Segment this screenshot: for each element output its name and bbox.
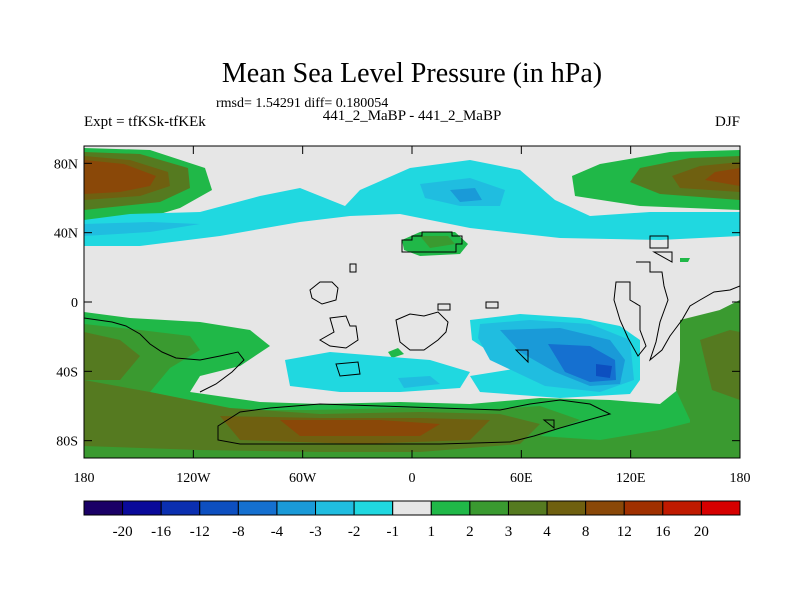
y-tick-label: 0 bbox=[71, 296, 78, 311]
x-tick-label: 60W bbox=[289, 471, 317, 486]
colorbar-label: -3 bbox=[309, 524, 322, 540]
season-label: DJF bbox=[715, 114, 740, 130]
y-tick-label: 80S bbox=[56, 435, 78, 450]
experiment-label: Expt = tfKSk-tfKEk bbox=[84, 114, 206, 130]
colorbar: -20 -16 -12 -8 -4 -3 -2 -1 1 2 3 4 8 12 16 20 bbox=[83, 500, 741, 540]
colorbar-label: 20 bbox=[694, 524, 709, 540]
y-axis: 80N 40N 0 40S 80S bbox=[54, 157, 740, 450]
colorbar-label: -2 bbox=[348, 524, 361, 540]
colorbar-swatch bbox=[353, 500, 394, 516]
colorbar-swatch bbox=[160, 500, 201, 516]
comparison-label: 441_2_MaBP - 441_2_MaBP bbox=[323, 108, 502, 124]
colorbar-swatch bbox=[122, 500, 162, 516]
colorbar-label: 2 bbox=[466, 524, 474, 540]
colorbar-swatch bbox=[469, 500, 509, 516]
colorbar-swatch bbox=[662, 500, 702, 516]
y-tick-label: 40S bbox=[56, 365, 78, 380]
colorbar-swatch bbox=[623, 500, 664, 516]
x-tick-label: 60E bbox=[510, 471, 533, 486]
chart-title: Mean Sea Level Pressure (in hPa) bbox=[222, 58, 602, 89]
colorbar-label: 12 bbox=[617, 524, 632, 540]
colorbar-label: -8 bbox=[232, 524, 245, 540]
x-tick-label: 0 bbox=[409, 471, 416, 486]
colorbar-swatch bbox=[700, 500, 741, 516]
x-tick-label: 180 bbox=[730, 471, 751, 486]
coastlines bbox=[84, 231, 740, 445]
colorbar-label: -4 bbox=[271, 524, 284, 540]
colorbar-label: -12 bbox=[190, 524, 210, 540]
colorbar-label: 3 bbox=[505, 524, 513, 540]
x-axis: 180 120W 60W 0 60E 120E 180 bbox=[74, 146, 751, 486]
colorbar-label: -1 bbox=[386, 524, 399, 540]
colorbar-label: 16 bbox=[655, 524, 671, 540]
colorbar-label: -16 bbox=[151, 524, 171, 540]
y-tick-label: 80N bbox=[54, 157, 78, 172]
colorbar-label: 4 bbox=[543, 524, 551, 540]
southern-ocean-band bbox=[84, 300, 740, 458]
colorbar-label: 1 bbox=[428, 524, 436, 540]
colorbar-swatch bbox=[546, 500, 587, 516]
north-band-low bbox=[84, 160, 740, 246]
colorbar-swatch bbox=[83, 500, 124, 516]
colorbar-swatch bbox=[585, 500, 625, 516]
colorbar-swatch bbox=[392, 500, 432, 516]
north-pacific-high bbox=[84, 148, 212, 222]
colorbar-label: 8 bbox=[582, 524, 590, 540]
indian-ocean-low bbox=[470, 314, 640, 398]
colorbar-swatch bbox=[430, 500, 471, 516]
colorbar-swatch bbox=[315, 500, 355, 516]
stats-line: rmsd= 1.54291 diff= 0.180054 bbox=[216, 96, 388, 111]
south-atlantic-low bbox=[285, 352, 470, 392]
x-tick-label: 180 bbox=[74, 471, 95, 486]
map-plot bbox=[84, 146, 740, 458]
colorbar-swatch bbox=[237, 500, 278, 516]
colorbar-label: -20 bbox=[113, 524, 133, 540]
colorbar-swatch bbox=[199, 500, 239, 516]
y-tick-label: 40N bbox=[54, 227, 78, 242]
colorbar-swatch bbox=[507, 500, 548, 516]
north-atlantic-high bbox=[572, 150, 740, 210]
colorbar-swatch bbox=[276, 500, 317, 516]
x-tick-label: 120W bbox=[176, 471, 211, 486]
x-tick-label: 120E bbox=[616, 471, 646, 486]
